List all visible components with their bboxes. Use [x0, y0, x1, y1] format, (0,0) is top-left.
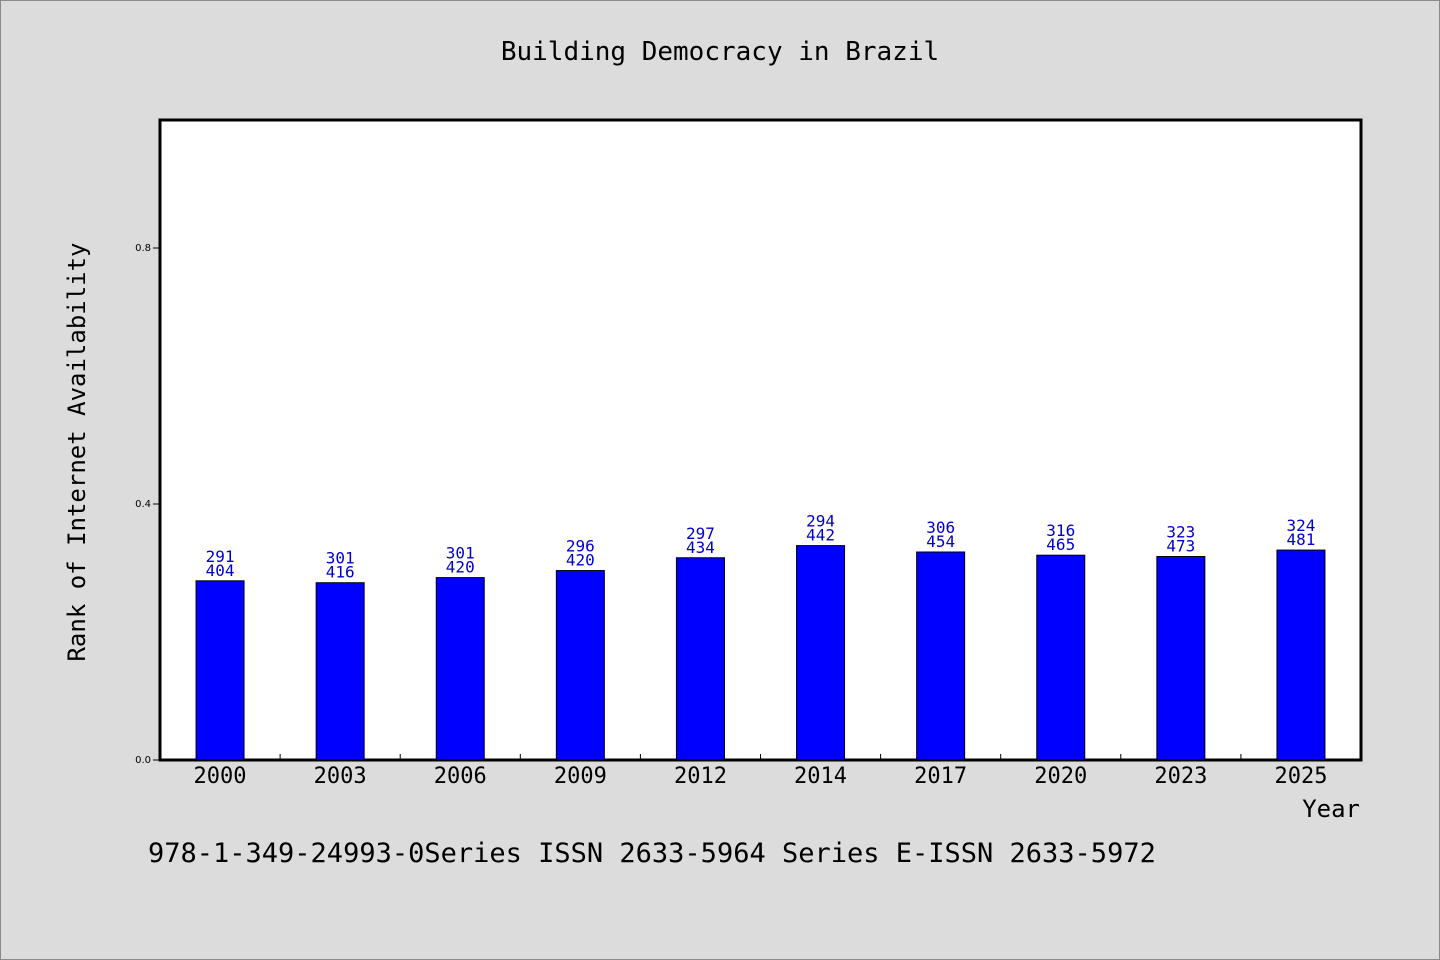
- bar: [435, 577, 485, 761]
- y-axis: 0.0 0.4 0.8: [135, 243, 160, 766]
- y-tick-label: 0.8: [135, 243, 151, 254]
- x-tick-label: 2014: [794, 764, 847, 789]
- bar-label-top: 301: [446, 544, 475, 563]
- y-tick-label: 0.4: [135, 499, 151, 510]
- y-axis-title: Rank of Internet Availability: [63, 242, 91, 661]
- bar-label-bottom: 454: [926, 532, 955, 551]
- bar-label-top: 294: [806, 512, 835, 531]
- bar: [315, 582, 365, 761]
- y-tick-label: 0.0: [135, 755, 151, 766]
- bar-label-top: 306: [926, 518, 955, 537]
- x-tick-label: 2003: [314, 764, 367, 789]
- bar-label-bottom: 416: [326, 563, 355, 582]
- x-axis-title: Year: [1302, 795, 1360, 823]
- x-tick-label: 2009: [554, 764, 607, 789]
- bar-label-bottom: 434: [686, 538, 715, 557]
- bar-label-top: 324: [1286, 516, 1315, 535]
- bar-label-bottom: 442: [806, 526, 835, 545]
- bar-label-bottom: 465: [1046, 535, 1075, 554]
- bar-label-bottom: 420: [446, 558, 475, 577]
- x-axis: 2000 2003 2006 2009 2012 2014 2017 2020 2023 2025: [194, 754, 1327, 789]
- bar: [195, 580, 245, 761]
- bar-label-top: 291: [206, 547, 235, 566]
- footer-isbn-text: 978-1-349-24993-0Series ISSN 2633-5964 S…: [148, 838, 1156, 869]
- bar-label-top: 301: [326, 549, 355, 568]
- x-tick-label: 2006: [434, 764, 487, 789]
- chart-title: Building Democracy in Brazil: [501, 37, 939, 67]
- x-tick-label: 2023: [1154, 764, 1207, 789]
- x-tick-label: 2000: [194, 764, 247, 789]
- bar-label-bottom: 420: [566, 551, 595, 570]
- x-tick-label: 2012: [674, 764, 727, 789]
- bar: [1036, 554, 1086, 761]
- bar: [1276, 549, 1326, 761]
- bar-label-top: 323: [1166, 522, 1195, 541]
- bar-label-top: 316: [1046, 521, 1075, 540]
- bar: [916, 551, 966, 761]
- bar-label-bottom: 404: [206, 561, 235, 580]
- bar-label-bottom: 473: [1166, 536, 1195, 555]
- bar: [796, 545, 846, 761]
- bar: [675, 557, 725, 761]
- bar-label-top: 296: [566, 537, 595, 556]
- bar-label-bottom: 481: [1286, 530, 1315, 549]
- bars-group: [195, 545, 1326, 761]
- x-tick-label: 2025: [1274, 764, 1327, 789]
- bar: [555, 570, 605, 761]
- x-tick-label: 2020: [1034, 764, 1087, 789]
- bar: [1156, 555, 1206, 761]
- bar-label-top: 297: [686, 524, 715, 543]
- x-tick-label: 2017: [914, 764, 967, 789]
